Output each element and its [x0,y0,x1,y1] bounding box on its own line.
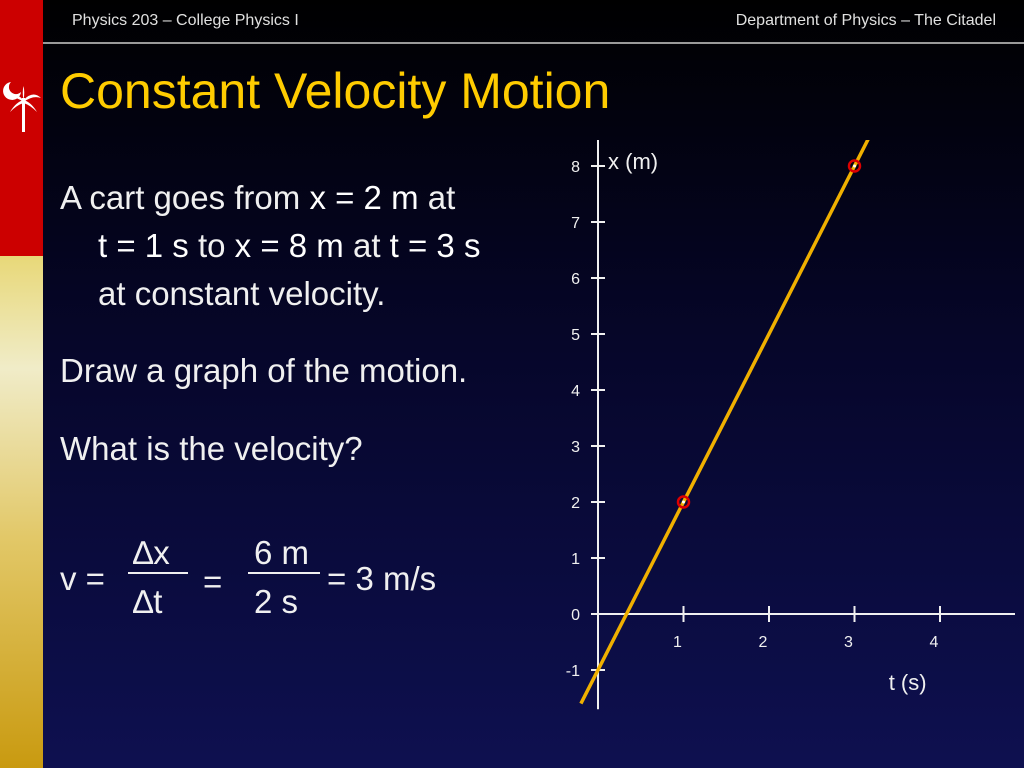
y-tick-label: 3 [571,439,580,456]
left-color-bar [0,0,43,768]
y-tick-label: 1 [571,551,580,568]
x-tick-label: 2 [759,634,768,651]
text-segment: t = 1 s [98,227,189,264]
palmetto-crescent-icon [3,82,41,132]
text-segment: at [343,227,390,264]
data-point [847,159,862,173]
equation-lhs: v = [60,560,105,597]
fraction-bar [128,572,188,574]
velocity-line [579,140,870,705]
y-tick-label: 6 [571,271,580,288]
text-segment: t = 3 s [389,227,481,264]
data-point [676,495,691,509]
x-tick-label: 4 [930,634,939,651]
text-segment: x = 2 m [309,179,419,216]
problem-line-2: t = 1 s to x = 8 m at t = 3 s [60,222,480,270]
left-bar-gold [0,256,43,768]
graph-marks [579,140,870,705]
left-bar-red [0,0,43,256]
header-divider [43,42,1024,44]
y-axis-label: x (m) [608,149,658,174]
y-tick-label: 8 [571,159,580,176]
x-axis-label: t (s) [889,670,927,695]
y-tick-label: 4 [571,383,580,400]
fraction-denominator-delta-t: ∆t [133,583,163,620]
x-tick-label: 1 [673,634,682,651]
problem-statement: A cart goes from x = 2 m at t = 1 s to x… [60,174,480,318]
x-tick-label: 3 [844,634,853,651]
text-segment: at [418,179,456,216]
slide-title: Constant Velocity Motion [60,63,611,119]
graph-axes [597,140,1015,710]
y-tick-label: -1 [566,663,580,680]
instruction-text: Draw a graph of the motion. [60,352,468,389]
y-tick-label: 0 [571,607,580,624]
text-segment: A cart goes from [60,179,310,216]
text-segment: x = 8 m [234,227,344,264]
fraction-numerator-delta-x: ∆x [133,534,170,571]
data-point-center [682,500,685,504]
equation-result: = 3 m/s [327,560,437,597]
problem-line-1: A cart goes from x = 2 m at [60,174,480,222]
position-time-graph: -1 0 1 2 3 4 5 6 7 8 1 2 3 4 x (m) t (s) [566,140,1015,710]
fraction-numerator-distance: 6 m [254,534,310,571]
problem-line-3: at constant velocity. [98,275,386,312]
fraction-bar [248,572,320,574]
equation-equals: = [203,563,223,600]
y-tick-label: 7 [571,215,580,232]
y-tick-label: 5 [571,327,580,344]
fraction-denominator-time: 2 s [254,583,299,620]
data-point-center [853,164,856,168]
graph-ticks: -1 0 1 2 3 4 5 6 7 8 1 2 3 4 x (m) t (s) [566,149,941,695]
department-name: Department of Physics – The Citadel [735,12,996,29]
y-tick-label: 2 [571,495,580,512]
question-text: What is the velocity? [60,430,363,467]
text-segment: to [188,227,235,264]
course-name: Physics 203 – College Physics I [72,12,299,29]
